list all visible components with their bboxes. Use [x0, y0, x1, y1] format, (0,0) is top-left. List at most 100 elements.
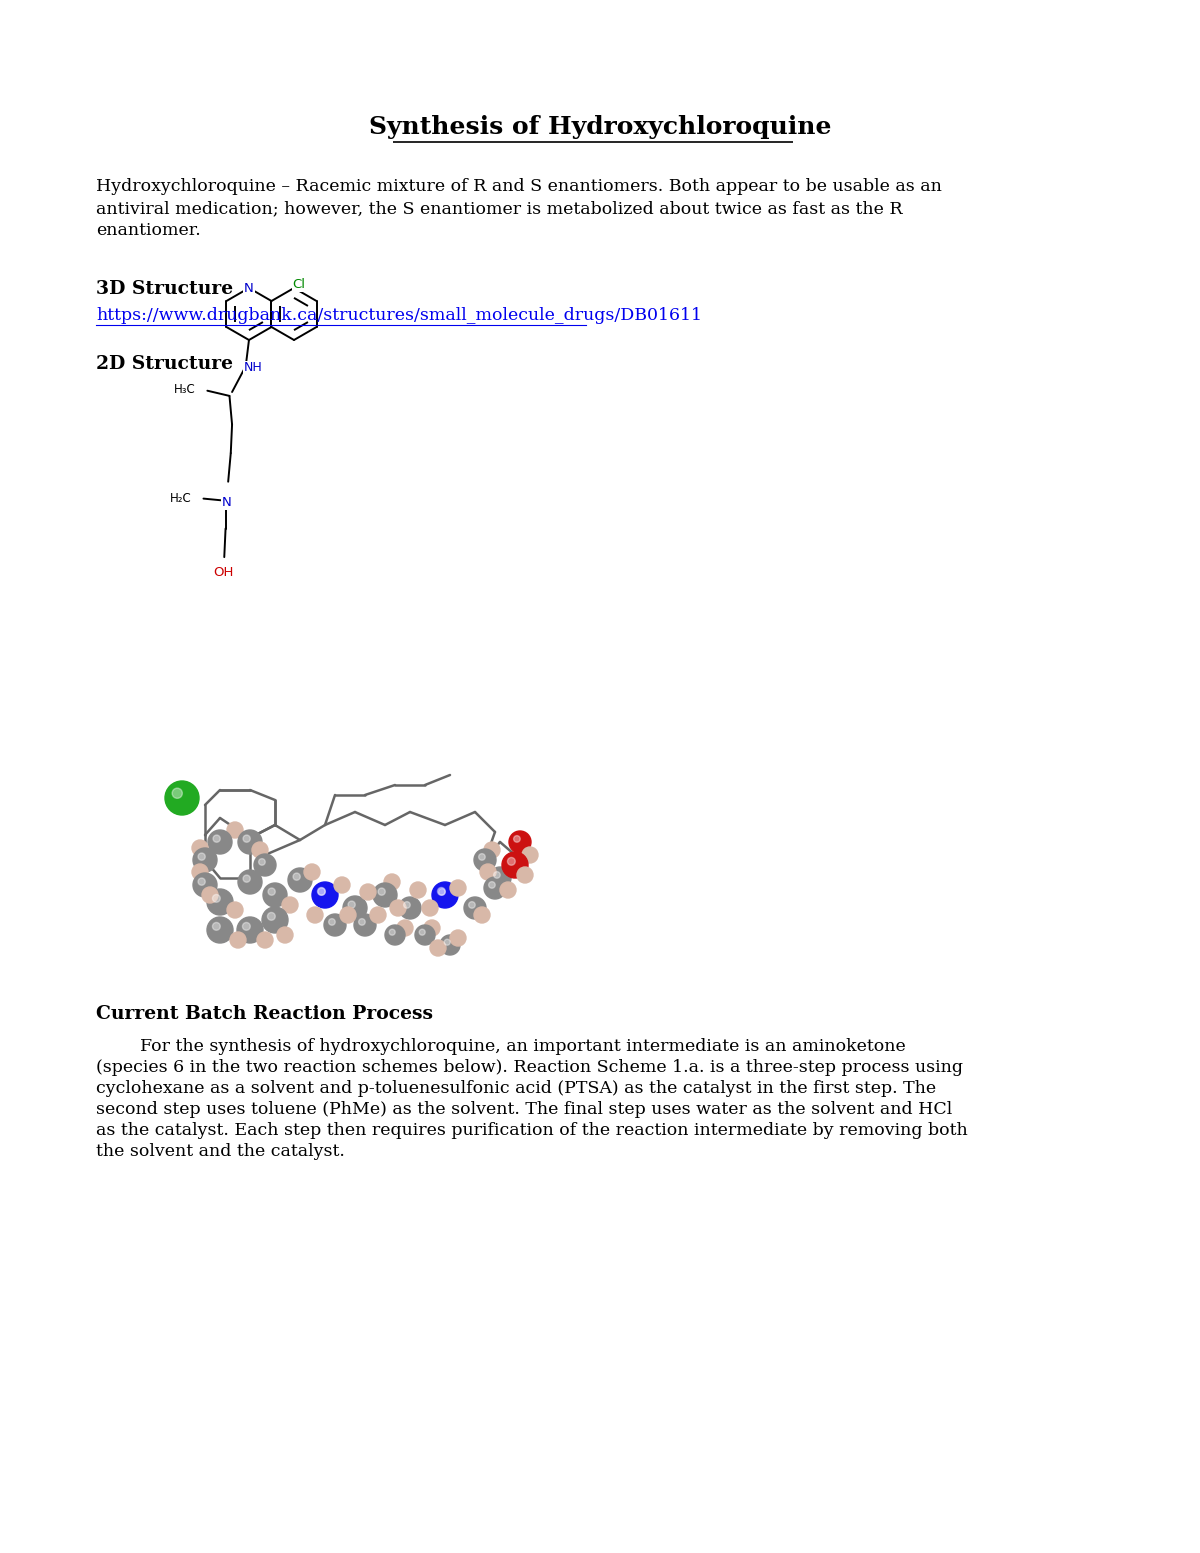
- Text: For the synthesis of hydroxychloroquine, an important intermediate is an aminoke: For the synthesis of hydroxychloroquine,…: [96, 1037, 906, 1054]
- Circle shape: [439, 888, 445, 895]
- Text: cyclohexane as a solvent and p-toluenesulfonic acid (PTSA) as the catalyst in th: cyclohexane as a solvent and p-toluenesu…: [96, 1079, 936, 1096]
- Circle shape: [359, 919, 365, 926]
- Circle shape: [397, 919, 413, 936]
- Circle shape: [254, 854, 276, 876]
- Circle shape: [198, 877, 205, 885]
- Circle shape: [509, 831, 530, 853]
- Circle shape: [469, 902, 475, 909]
- Circle shape: [354, 915, 376, 936]
- Circle shape: [390, 901, 406, 916]
- Circle shape: [312, 882, 338, 909]
- Circle shape: [422, 901, 438, 916]
- Circle shape: [268, 913, 275, 921]
- Text: (species 6 in the two reaction schemes below). Reaction Scheme 1.a. is a three-s: (species 6 in the two reaction schemes b…: [96, 1059, 964, 1076]
- Circle shape: [424, 919, 440, 936]
- Circle shape: [415, 926, 436, 944]
- Circle shape: [502, 853, 528, 877]
- Text: the solvent and the catalyst.: the solvent and the catalyst.: [96, 1143, 344, 1160]
- Circle shape: [484, 842, 500, 857]
- Circle shape: [192, 840, 208, 856]
- Circle shape: [360, 884, 376, 901]
- Circle shape: [307, 907, 323, 922]
- Circle shape: [440, 935, 460, 955]
- Circle shape: [419, 929, 425, 935]
- Circle shape: [432, 882, 458, 909]
- Circle shape: [277, 927, 293, 943]
- Circle shape: [238, 870, 262, 895]
- Circle shape: [343, 896, 367, 919]
- Circle shape: [500, 882, 516, 898]
- Circle shape: [340, 907, 356, 922]
- Circle shape: [514, 836, 521, 842]
- Circle shape: [438, 887, 445, 895]
- Circle shape: [324, 915, 346, 936]
- Circle shape: [282, 898, 298, 913]
- Circle shape: [202, 887, 218, 902]
- Circle shape: [490, 867, 511, 888]
- Circle shape: [263, 884, 287, 907]
- Text: Synthesis of Hydroxychloroquine: Synthesis of Hydroxychloroquine: [368, 115, 832, 140]
- Text: NH: NH: [244, 362, 263, 374]
- Circle shape: [480, 863, 496, 881]
- Circle shape: [212, 922, 221, 930]
- Circle shape: [522, 846, 538, 863]
- Circle shape: [193, 848, 217, 871]
- Circle shape: [304, 863, 320, 881]
- Circle shape: [444, 940, 450, 946]
- Circle shape: [230, 932, 246, 947]
- Circle shape: [192, 863, 208, 881]
- Text: H₂C: H₂C: [170, 492, 192, 505]
- Circle shape: [474, 849, 496, 871]
- Circle shape: [238, 829, 262, 854]
- Circle shape: [373, 884, 397, 907]
- Circle shape: [208, 888, 233, 915]
- Circle shape: [403, 902, 410, 909]
- Circle shape: [293, 873, 300, 881]
- Circle shape: [488, 882, 496, 888]
- Circle shape: [214, 836, 221, 842]
- Circle shape: [434, 884, 456, 905]
- Circle shape: [172, 787, 182, 798]
- Circle shape: [508, 857, 515, 865]
- Circle shape: [334, 877, 350, 893]
- Text: second step uses toluene (PhMe) as the solvent. The final step uses water as the: second step uses toluene (PhMe) as the s…: [96, 1101, 953, 1118]
- Circle shape: [242, 922, 251, 930]
- Circle shape: [257, 932, 274, 947]
- Circle shape: [430, 940, 446, 957]
- Circle shape: [208, 829, 232, 854]
- Circle shape: [318, 887, 325, 895]
- Circle shape: [517, 867, 533, 884]
- Circle shape: [208, 916, 233, 943]
- Circle shape: [493, 871, 500, 877]
- Circle shape: [288, 868, 312, 891]
- Text: Current Batch Reaction Process: Current Batch Reaction Process: [96, 1005, 433, 1023]
- Circle shape: [378, 888, 385, 895]
- Circle shape: [268, 888, 275, 895]
- Circle shape: [389, 929, 395, 935]
- Circle shape: [479, 854, 485, 860]
- Text: https://www.drugbank.ca/structures/small_molecule_drugs/DB01611: https://www.drugbank.ca/structures/small…: [96, 307, 702, 325]
- Text: enantiomer.: enantiomer.: [96, 222, 200, 239]
- Text: as the catalyst. Each step then requires purification of the reaction intermedia: as the catalyst. Each step then requires…: [96, 1121, 967, 1138]
- Circle shape: [410, 882, 426, 898]
- Text: 2D Structure: 2D Structure: [96, 356, 233, 373]
- Circle shape: [348, 901, 355, 909]
- Circle shape: [227, 902, 242, 918]
- Circle shape: [398, 898, 421, 919]
- Circle shape: [262, 907, 288, 933]
- Circle shape: [198, 853, 205, 860]
- Circle shape: [238, 916, 263, 943]
- Circle shape: [484, 877, 506, 899]
- Circle shape: [450, 881, 466, 896]
- Circle shape: [212, 895, 221, 902]
- Circle shape: [252, 842, 268, 857]
- Circle shape: [313, 884, 337, 907]
- Text: Cl: Cl: [292, 278, 305, 292]
- Text: H₃C: H₃C: [174, 384, 196, 396]
- Text: 3D Structure: 3D Structure: [96, 280, 233, 298]
- Circle shape: [474, 907, 490, 922]
- Circle shape: [329, 919, 335, 926]
- Text: antiviral medication; however, the S enantiomer is metabolized about twice as fa: antiviral medication; however, the S ena…: [96, 200, 902, 217]
- Text: N: N: [244, 281, 254, 295]
- Circle shape: [385, 926, 406, 944]
